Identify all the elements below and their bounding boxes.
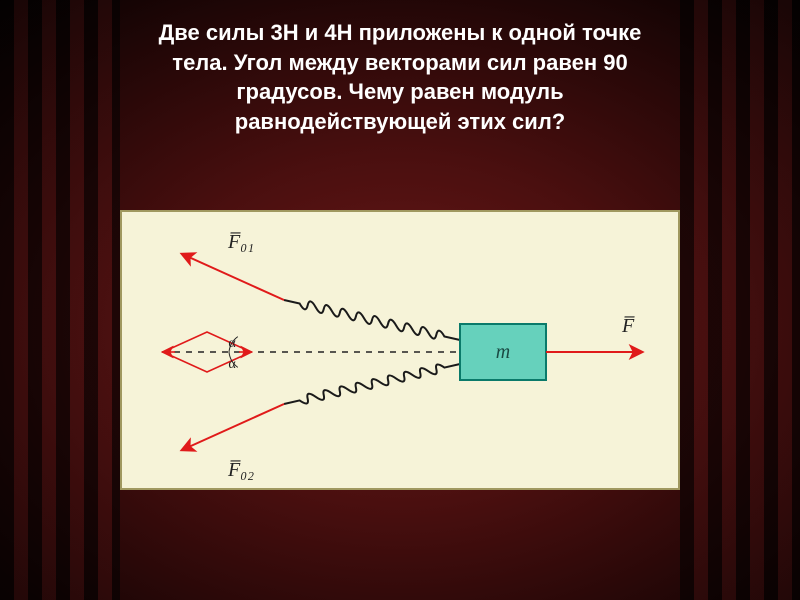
svg-text:α: α xyxy=(228,336,236,351)
svg-text:F̅₀₁: F̅₀₁ xyxy=(227,231,254,253)
question-title: Две силы 3Н и 4Н приложены к одной точке… xyxy=(60,18,740,137)
svg-text:α: α xyxy=(228,357,236,372)
title-line: равнодействующей этих сил? xyxy=(235,109,565,134)
title-line: Две силы 3Н и 4Н приложены к одной точке xyxy=(159,20,642,45)
svg-text:F̅₀₂: F̅₀₂ xyxy=(227,459,254,481)
svg-text:m: m xyxy=(496,341,510,363)
title-line: градусов. Чему равен модуль xyxy=(236,79,563,104)
title-line: тела. Угол между векторами сил равен 90 xyxy=(172,50,627,75)
svg-text:F̅: F̅ xyxy=(621,315,636,337)
slide-stage: Две силы 3Н и 4Н приложены к одной точке… xyxy=(0,0,800,600)
physics-diagram: αα m F̅₀₁ F̅₀₂ F̅ xyxy=(120,210,680,490)
